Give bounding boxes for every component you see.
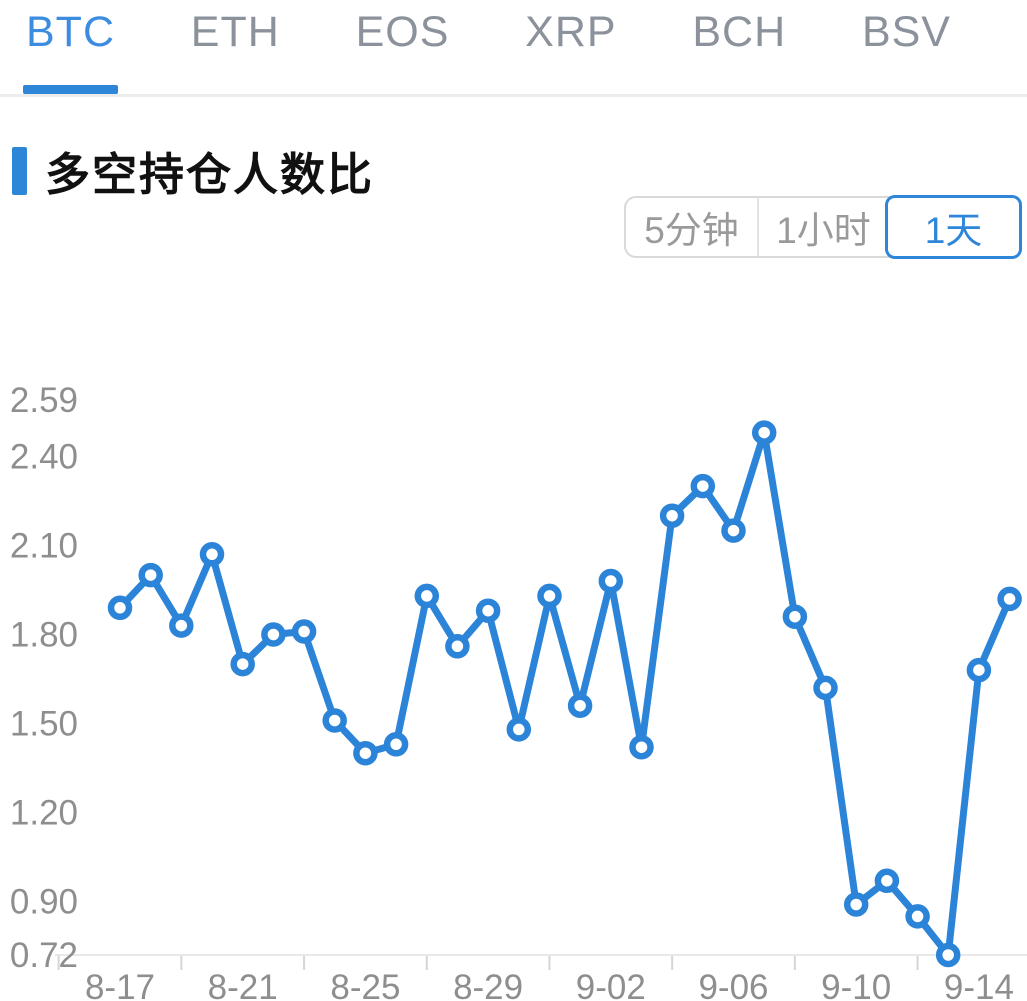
data-point-marker bbox=[169, 613, 194, 638]
data-point-marker bbox=[782, 604, 808, 629]
data-point-marker bbox=[230, 651, 255, 677]
tab-eos[interactable]: EOS bbox=[356, 0, 450, 94]
tab-bch[interactable]: BCH bbox=[692, 0, 786, 94]
tab-eth[interactable]: ETH bbox=[191, 0, 280, 94]
x-axis-label: 9-10 bbox=[821, 968, 891, 1001]
data-point-marker bbox=[843, 892, 869, 917]
page-title: 多空持仓人数比 bbox=[45, 149, 375, 200]
title-accent-bar bbox=[12, 146, 27, 195]
y-axis-label: 0.72 bbox=[10, 936, 78, 975]
tab-bsv[interactable]: BSV bbox=[862, 0, 951, 94]
data-point-marker bbox=[874, 868, 900, 894]
data-point-marker bbox=[445, 634, 470, 659]
period-button-1天[interactable]: 1天 bbox=[885, 195, 1022, 259]
tab-label: BSV bbox=[861, 8, 951, 56]
data-point-marker bbox=[322, 708, 347, 733]
data-point-marker bbox=[138, 562, 163, 588]
data-point-marker bbox=[751, 420, 777, 445]
period-button-1小时[interactable]: 1小时 bbox=[757, 198, 888, 256]
y-axis-label: 1.50 bbox=[10, 705, 78, 744]
data-point-marker bbox=[813, 675, 838, 701]
data-point-marker bbox=[414, 583, 440, 609]
data-point-marker bbox=[199, 542, 225, 567]
tab-label: XRP bbox=[525, 8, 617, 56]
data-point-marker bbox=[905, 904, 930, 929]
tab-btc[interactable]: BTC bbox=[23, 0, 118, 94]
data-point-marker bbox=[997, 586, 1022, 612]
x-axis-label: 8-29 bbox=[453, 968, 523, 1001]
y-axis-label: 1.20 bbox=[10, 794, 78, 833]
tab-label: BTC bbox=[26, 8, 115, 56]
data-point-marker bbox=[659, 503, 685, 528]
tab-label: EOS bbox=[355, 8, 450, 56]
x-axis-label: 9-06 bbox=[698, 968, 768, 1001]
x-axis-label: 8-21 bbox=[208, 968, 278, 1001]
data-point-marker bbox=[291, 619, 317, 644]
data-point-marker bbox=[690, 473, 716, 499]
data-point-marker bbox=[261, 622, 286, 647]
period-selector: 5分钟 1小时 1天 bbox=[624, 195, 1022, 259]
tab-label: BCH bbox=[692, 8, 787, 56]
y-axis-label: 2.10 bbox=[10, 526, 78, 565]
data-point-marker bbox=[475, 598, 501, 623]
data-point-marker bbox=[567, 693, 593, 718]
x-axis-label: 8-25 bbox=[330, 968, 400, 1001]
data-point-marker bbox=[966, 657, 992, 683]
coin-tab-bar: BTC ETH EOS XRP BCH BSV bbox=[0, 0, 1027, 97]
x-axis-label: 9-14 bbox=[944, 968, 1014, 1001]
tab-xrp[interactable]: XRP bbox=[525, 0, 616, 94]
tab-label: ETH bbox=[190, 8, 280, 56]
data-point-marker bbox=[629, 734, 654, 760]
data-point-marker bbox=[383, 732, 409, 757]
data-point-marker bbox=[506, 717, 532, 742]
y-axis-label: 2.40 bbox=[10, 437, 78, 476]
x-axis-label: 9-02 bbox=[576, 968, 646, 1001]
data-point-marker bbox=[537, 583, 562, 609]
data-point-marker bbox=[721, 518, 746, 543]
y-axis-label: 1.80 bbox=[10, 615, 78, 654]
period-button-5分钟[interactable]: 5分钟 bbox=[626, 198, 757, 256]
data-point-marker bbox=[935, 942, 961, 968]
y-axis-label: 0.90 bbox=[10, 883, 78, 922]
active-tab-underline bbox=[23, 85, 118, 94]
y-axis-label: 2.59 bbox=[10, 381, 78, 420]
data-point-marker bbox=[353, 740, 378, 766]
section-header: 多空持仓人数比 bbox=[12, 138, 374, 203]
data-point-marker bbox=[598, 568, 624, 594]
data-point-marker bbox=[107, 595, 133, 621]
x-axis-label: 8-17 bbox=[85, 968, 155, 1001]
